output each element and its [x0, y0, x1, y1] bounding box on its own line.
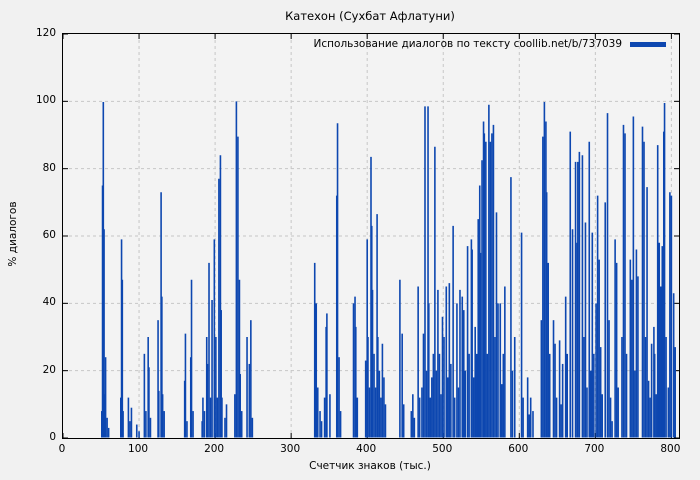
plot-area	[62, 33, 680, 439]
x-tick-label: 300	[280, 443, 301, 455]
y-tick-label: 20	[42, 363, 56, 376]
x-tick-label: 400	[356, 443, 377, 455]
x-tick-label: 500	[432, 443, 453, 455]
y-axis-title: % диалогов	[7, 201, 19, 267]
legend: Использование диалогов по тексту coollib…	[314, 38, 666, 50]
chart-title: Катехон (Сухбат Афлатуни)	[285, 9, 455, 23]
x-tick-label: 0	[58, 443, 66, 455]
plot-canvas	[63, 34, 679, 438]
legend-label: Использование диалогов по тексту coollib…	[313, 38, 622, 50]
legend-swatch	[630, 41, 666, 47]
x-tick-label: 200	[204, 443, 225, 455]
x-tick-label: 100	[128, 443, 149, 455]
x-tick-label: 800	[660, 443, 681, 455]
y-tick-label: 120	[35, 27, 56, 39]
y-tick-label: 40	[42, 296, 56, 309]
y-tick-label: 0	[49, 431, 56, 443]
x-tick-label: 700	[584, 443, 605, 455]
y-tick-label: 80	[42, 161, 56, 174]
x-axis-title: Счетчик знаков (тыс.)	[309, 460, 431, 472]
y-tick-label: 60	[42, 229, 56, 241]
x-tick-label: 600	[508, 443, 529, 455]
y-tick-label: 100	[35, 94, 56, 107]
